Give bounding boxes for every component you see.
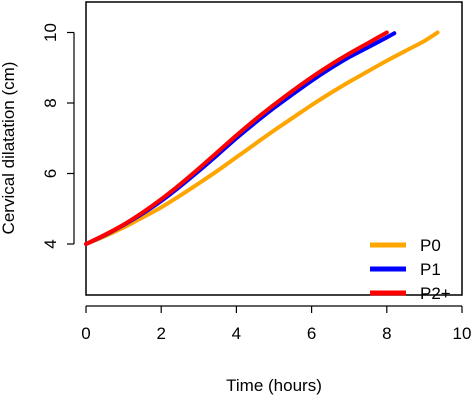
series-line-p0 xyxy=(84,30,440,246)
x-axis-title: Time (hours) xyxy=(226,376,322,395)
series-line-p2 xyxy=(84,30,389,246)
y-tick-label: 4 xyxy=(41,239,60,248)
x-axis: 0 2 4 6 8 10 xyxy=(81,305,472,343)
y-axis: 4 6 8 10 xyxy=(41,23,75,249)
x-tick-label: 6 xyxy=(307,324,316,343)
x-tick-label: 10 xyxy=(453,324,472,343)
y-tick-label: 8 xyxy=(41,98,60,107)
series-layer xyxy=(84,30,440,246)
x-tick-label: 8 xyxy=(382,324,391,343)
legend: P0 P1 P2+ xyxy=(370,236,451,303)
legend-label-p0: P0 xyxy=(420,236,441,255)
y-tick-label: 10 xyxy=(41,23,60,42)
series-line-p1 xyxy=(84,31,397,246)
plot-frame xyxy=(85,1,463,296)
legend-label-p1: P1 xyxy=(420,260,441,279)
legend-label-p2: P2+ xyxy=(420,284,451,303)
y-tick-label: 6 xyxy=(41,169,60,178)
x-tick-label: 0 xyxy=(81,324,90,343)
x-tick-label: 4 xyxy=(232,324,241,343)
x-tick-label: 2 xyxy=(156,324,165,343)
y-axis-title: Cervical dilatation (cm) xyxy=(0,62,18,235)
